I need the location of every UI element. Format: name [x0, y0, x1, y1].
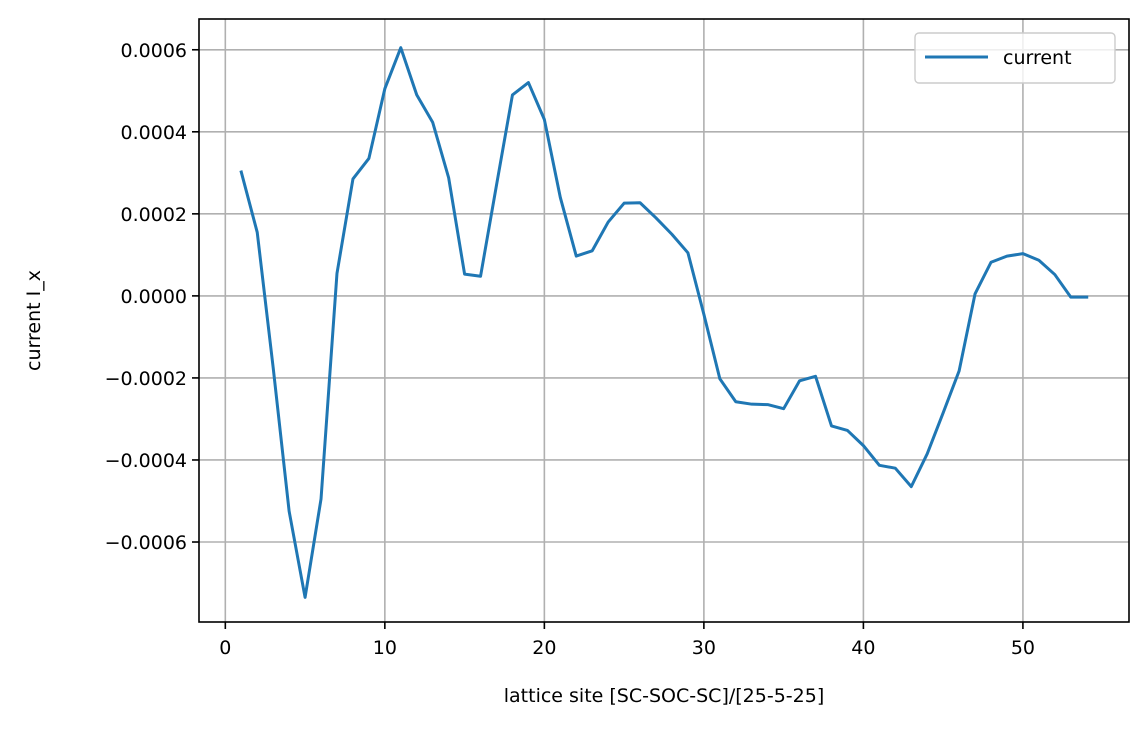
data-point — [750, 403, 753, 406]
y-tick-label: 0.0006 — [121, 40, 187, 62]
data-point — [814, 375, 817, 378]
data-point — [1005, 255, 1008, 258]
data-point — [399, 46, 402, 49]
data-point — [272, 366, 275, 369]
data-point — [495, 184, 498, 187]
series-layer — [239, 46, 1089, 599]
data-point — [1037, 259, 1040, 262]
data-point — [367, 157, 370, 160]
data-point — [288, 510, 291, 513]
x-tick-label: 50 — [1011, 637, 1035, 659]
legend: current — [914, 32, 1116, 84]
data-point — [974, 292, 977, 295]
x-tick-label: 40 — [851, 637, 875, 659]
legend-box — [914, 32, 1116, 84]
data-point — [527, 81, 530, 84]
data-point — [910, 485, 913, 488]
data-point — [1021, 252, 1024, 255]
data-point — [718, 377, 721, 380]
legend-label-current: current — [1003, 47, 1072, 69]
x-tick-label: 30 — [692, 637, 716, 659]
series-line-current — [239, 46, 1089, 599]
data-point — [734, 400, 737, 403]
data-point — [304, 596, 307, 599]
data-point — [1085, 296, 1088, 299]
x-tick-label: 10 — [373, 637, 397, 659]
data-point — [894, 467, 897, 470]
data-point — [686, 251, 689, 254]
data-point — [415, 93, 418, 96]
data-point — [942, 411, 945, 414]
data-point — [655, 216, 658, 219]
y-tick-label: −0.0004 — [105, 450, 187, 472]
y-tick-label: −0.0002 — [105, 368, 187, 390]
data-point — [830, 424, 833, 427]
data-point — [256, 231, 259, 234]
data-point — [1053, 273, 1056, 276]
data-point — [958, 369, 961, 372]
data-point — [383, 87, 386, 90]
x-axis-label: lattice site [SC-SOC-SC]/[25-5-25] — [504, 685, 825, 707]
y-tick-label: 0.0004 — [121, 122, 187, 144]
y-tick-label: −0.0006 — [105, 532, 187, 554]
data-point — [766, 403, 769, 406]
x-tick-label: 0 — [219, 637, 231, 659]
data-point — [798, 379, 801, 382]
data-point — [431, 121, 434, 124]
data-point — [846, 429, 849, 432]
plot-frame — [198, 18, 1130, 623]
data-point — [479, 275, 482, 278]
data-point — [240, 171, 243, 174]
x-tick-label: 20 — [532, 637, 556, 659]
data-point — [862, 444, 865, 447]
data-point — [702, 313, 705, 316]
data-point — [559, 196, 562, 199]
data-point — [623, 202, 626, 205]
data-point — [670, 233, 673, 236]
y-tick-label: 0.0002 — [121, 204, 187, 226]
grid — [199, 19, 1129, 622]
data-point — [990, 261, 993, 264]
data-point — [447, 176, 450, 179]
data-point — [351, 177, 354, 180]
data-point — [463, 273, 466, 276]
data-point — [782, 407, 785, 410]
data-point — [591, 249, 594, 252]
y-tick-label: 0.0000 — [121, 286, 187, 308]
data-point — [1069, 296, 1072, 299]
data-point — [543, 118, 546, 121]
data-point — [607, 221, 610, 224]
data-point — [926, 452, 929, 455]
data-point — [639, 201, 642, 204]
y-axis-label: current I_x — [23, 270, 45, 371]
data-point — [511, 93, 514, 96]
data-point — [335, 272, 338, 275]
data-point — [575, 255, 578, 258]
data-point — [878, 464, 881, 467]
data-point — [320, 497, 323, 500]
axis-ticks: 0 10 20 30 40 50 −0.0006 −0.0004 −0.0002 0.0000 0.… — [105, 40, 1035, 659]
